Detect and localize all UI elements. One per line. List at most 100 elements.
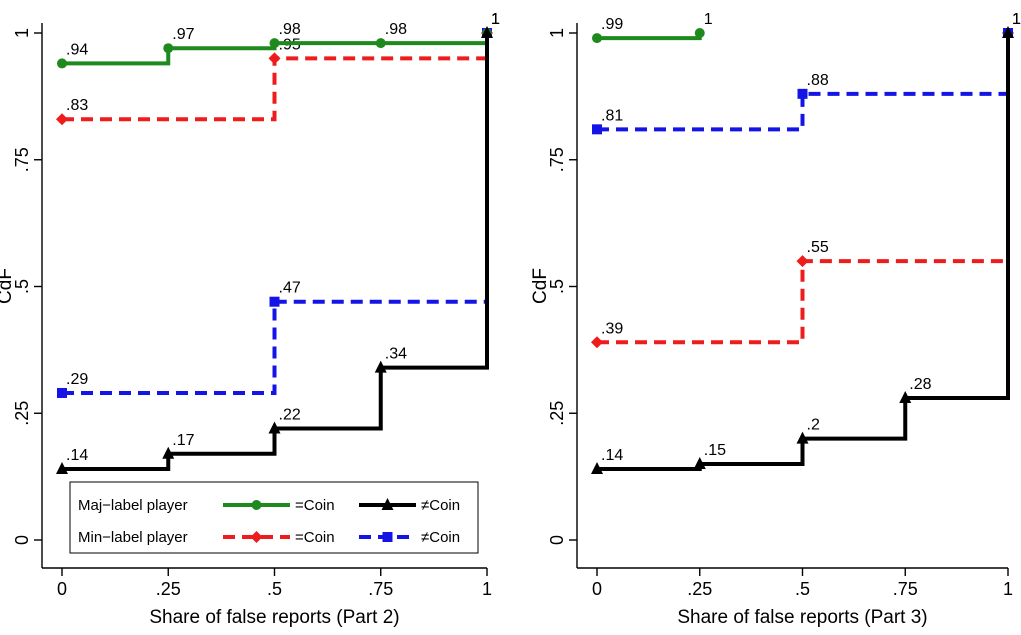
x-tick-label: 1 xyxy=(482,579,492,599)
legend-entry-label: =Coin xyxy=(295,529,335,546)
data-label: .22 xyxy=(279,406,301,423)
series-maj-notcoin: .14 .17 .22 .34 1 xyxy=(56,11,500,475)
legend-box xyxy=(69,481,479,554)
x-tick-label: .25 xyxy=(687,579,712,599)
data-point xyxy=(268,52,281,65)
x-tick-label: 1 xyxy=(1003,579,1013,599)
y-tick-label: 1 xyxy=(547,28,567,38)
data-label: .28 xyxy=(909,376,931,393)
data-point xyxy=(591,336,603,349)
data-label: .97 xyxy=(172,26,194,43)
data-label: .34 xyxy=(385,346,407,363)
data-label: .83 xyxy=(66,97,88,114)
x-tick-label: .75 xyxy=(368,579,393,599)
legend: Maj−label player =Coin ≠Coin Min−label play… xyxy=(69,481,479,554)
x-tick-label: .5 xyxy=(267,579,282,599)
data-label: 1 xyxy=(491,11,500,28)
data-label: .17 xyxy=(172,432,194,449)
y-tick-label: .75 xyxy=(12,147,32,172)
data-point xyxy=(57,387,67,398)
series-line-min-notcoin xyxy=(597,33,1010,132)
data-label: .98 xyxy=(279,21,301,38)
y-tick-label: .5 xyxy=(12,279,32,294)
series-maj-notcoin: .14 .15 .2 .28 1 xyxy=(591,11,1021,475)
data-point xyxy=(1002,26,1014,38)
data-point xyxy=(163,43,174,54)
data-point xyxy=(694,28,705,38)
y-tick-label: .5 xyxy=(547,279,567,294)
data-point xyxy=(162,446,175,459)
legend-entry-label: ≠Coin xyxy=(421,529,460,546)
data-point xyxy=(899,391,912,404)
data-label: .81 xyxy=(601,107,623,124)
x-tick-label: .5 xyxy=(795,579,810,599)
chart-panel-1: 0 .25 .5 .75 1 0 .25 .5 .75 1 Share of false repor… xyxy=(0,11,500,628)
data-label: .14 xyxy=(66,447,88,464)
x-tick-label: 0 xyxy=(57,579,67,599)
data-point xyxy=(797,88,808,99)
legend-marker xyxy=(381,498,394,510)
data-point xyxy=(56,113,68,126)
data-label: .99 xyxy=(601,16,623,33)
legend-entry-label: ≠Coin xyxy=(421,497,460,514)
data-point xyxy=(796,431,809,444)
legend-group-label: Min−label player xyxy=(78,529,188,546)
chart-panel-2: 0 .25 .5 .75 1 0 .25 .5 .75 1 Share of false repor… xyxy=(530,11,1021,628)
y-axis-title: CdF xyxy=(530,268,551,304)
data-label: .88 xyxy=(807,72,829,89)
data-label: 1 xyxy=(491,11,500,28)
data-point xyxy=(268,421,281,434)
data-point xyxy=(592,33,602,44)
data-label: 1 xyxy=(491,11,500,28)
y-tick-label: .25 xyxy=(547,401,567,426)
data-point xyxy=(269,296,280,307)
series-line-min-coin xyxy=(597,33,1010,345)
data-label: 1 xyxy=(1012,11,1021,28)
y-tick-label: .75 xyxy=(547,147,567,172)
legend-group-label: Maj−label player xyxy=(78,497,188,514)
x-axis-title: Share of false reports (Part 2) xyxy=(149,607,399,628)
x-tick-label: 0 xyxy=(592,579,602,599)
data-label: .15 xyxy=(704,442,726,459)
series-maj-coin: .94 .97 .98 .98 1 xyxy=(57,11,500,69)
data-label: .14 xyxy=(601,447,623,464)
series-min-notcoin: .29 .47 1 xyxy=(57,11,500,398)
y-tick-label: 0 xyxy=(12,535,32,545)
series-line-maj-coin xyxy=(597,33,702,41)
x-tick-label: .25 xyxy=(156,579,181,599)
series-min-notcoin: .81 .88 1 xyxy=(592,11,1021,135)
y-tick-label: .25 xyxy=(12,401,32,426)
data-label: .39 xyxy=(601,320,623,337)
legend-marker xyxy=(382,532,393,542)
series-min-coin: .39 .55 1 xyxy=(591,11,1021,349)
y-axis-title: CdF xyxy=(0,268,16,304)
series-maj-coin: .99 1 xyxy=(592,11,713,44)
x-tick-label: .75 xyxy=(893,579,918,599)
x-axis-title: Share of false reports (Part 3) xyxy=(677,607,927,628)
series-line-min-notcoin xyxy=(62,33,489,395)
data-label: 1 xyxy=(1012,11,1021,28)
data-point xyxy=(57,58,67,69)
data-label: .98 xyxy=(385,21,407,38)
data-point xyxy=(481,26,493,38)
data-label: .47 xyxy=(279,280,301,297)
data-point xyxy=(592,124,602,135)
legend-marker xyxy=(250,531,263,543)
data-point xyxy=(693,456,706,469)
data-label: 1 xyxy=(704,11,713,28)
y-tick-label: 1 xyxy=(12,28,32,38)
data-label: 1 xyxy=(1012,11,1021,28)
data-point xyxy=(796,255,809,268)
data-label: .2 xyxy=(807,417,820,434)
data-point xyxy=(374,360,387,373)
data-point xyxy=(56,462,68,475)
data-label: 1 xyxy=(491,11,500,28)
data-label: .94 xyxy=(66,41,88,58)
legend-entry-label: =Coin xyxy=(295,497,335,514)
data-label: .29 xyxy=(66,371,88,388)
data-label: .55 xyxy=(807,239,829,256)
data-point xyxy=(591,462,603,475)
data-point xyxy=(269,38,280,49)
